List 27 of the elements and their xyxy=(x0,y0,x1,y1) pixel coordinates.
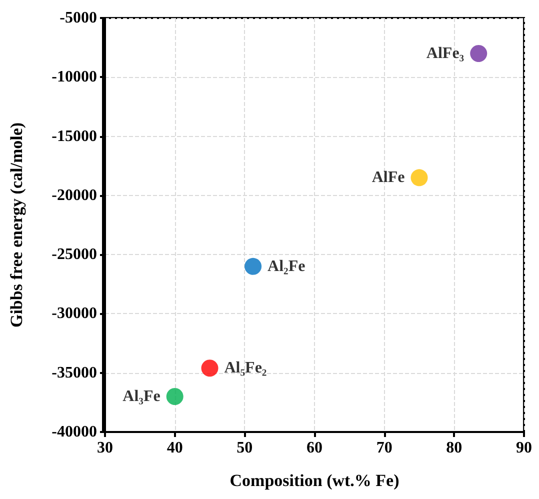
x-tick-label: 50 xyxy=(236,440,253,456)
series-label: AlFe xyxy=(372,169,405,186)
series-label: Al₃Fe xyxy=(122,388,160,406)
point xyxy=(470,44,488,62)
series-label: AlFe₃ xyxy=(426,44,464,62)
x-tick-label: 60 xyxy=(306,440,322,456)
x-tick-label: 80 xyxy=(446,440,462,456)
point xyxy=(201,360,218,377)
y-tick-label: -20000 xyxy=(52,186,97,204)
series-label: Al₅Fe₂ xyxy=(224,360,267,377)
x-tick-label: 40 xyxy=(166,440,183,456)
series-label: Al₂Fe xyxy=(268,258,306,275)
y-tick-label: -35000 xyxy=(52,364,97,382)
y-tick-label: -5000 xyxy=(60,10,97,26)
x-tick-label: 90 xyxy=(516,440,532,456)
x-axis-title: Composition (wt.% Fe) xyxy=(230,471,400,490)
point xyxy=(244,258,262,275)
point xyxy=(166,388,184,406)
y-axis-title: Gibbs free energy (cal/mole) xyxy=(7,122,26,328)
x-tick-label: 30 xyxy=(97,440,113,456)
y-tick-label: -10000 xyxy=(52,68,97,86)
point xyxy=(410,169,428,186)
y-tick-label: -25000 xyxy=(52,246,97,264)
y-tick-label: -30000 xyxy=(52,305,97,322)
y-tick-label: -40000 xyxy=(52,424,97,440)
x-tick-label: 70 xyxy=(376,440,392,456)
y-tick-label: -15000 xyxy=(52,128,97,145)
